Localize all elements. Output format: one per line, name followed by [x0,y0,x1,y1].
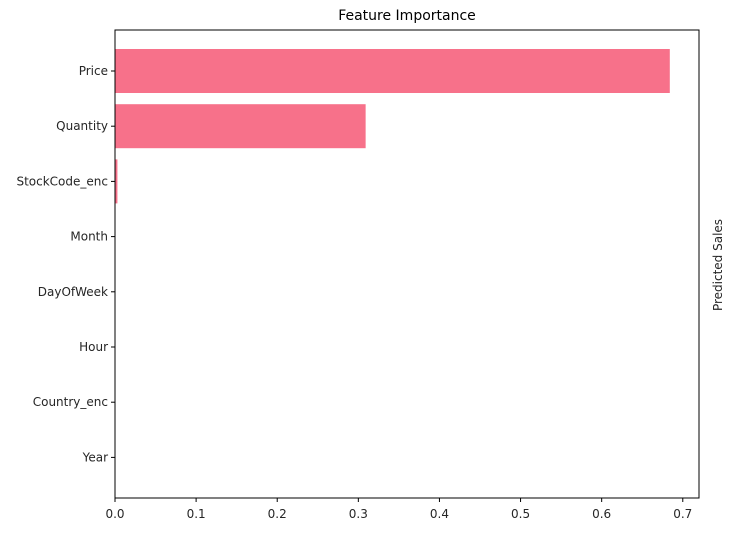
y-tick-label: Country_enc [33,395,108,409]
bar-quantity [115,104,366,149]
plot-frame [114,29,700,499]
x-tick-label: 0.4 [430,507,449,521]
bars-layer [115,49,670,204]
y-tick-label: StockCode_enc [16,174,108,188]
y-tick-label: Hour [79,340,108,354]
x-axis: 0.0 0.1 0.2 0.3 0.4 0.5 0.6 0.7 [105,498,692,521]
y-tick-label: DayOfWeek [38,285,108,299]
x-tick-label: 0.0 [105,507,124,521]
x-tick-label: 0.2 [268,507,287,521]
x-tick-label: 0.5 [511,507,530,521]
y-tick-label: Quantity [56,119,108,133]
x-tick-label: 0.3 [349,507,368,521]
y-axis: Price Quantity StockCode_enc Month DayOfWeek… [16,64,115,464]
bar-stockcode-enc [115,159,118,204]
x-tick-label: 0.1 [187,507,206,521]
x-tick-label: 0.6 [592,507,611,521]
chart-title: Feature Importance [338,8,476,24]
y-tick-label: Month [70,230,108,244]
bar-price [115,49,670,93]
y-tick-label: Year [82,450,108,464]
side-axis-label: Predicted Sales [711,219,725,311]
y-tick-label: Price [79,64,108,78]
x-tick-label: 0.7 [673,507,692,521]
